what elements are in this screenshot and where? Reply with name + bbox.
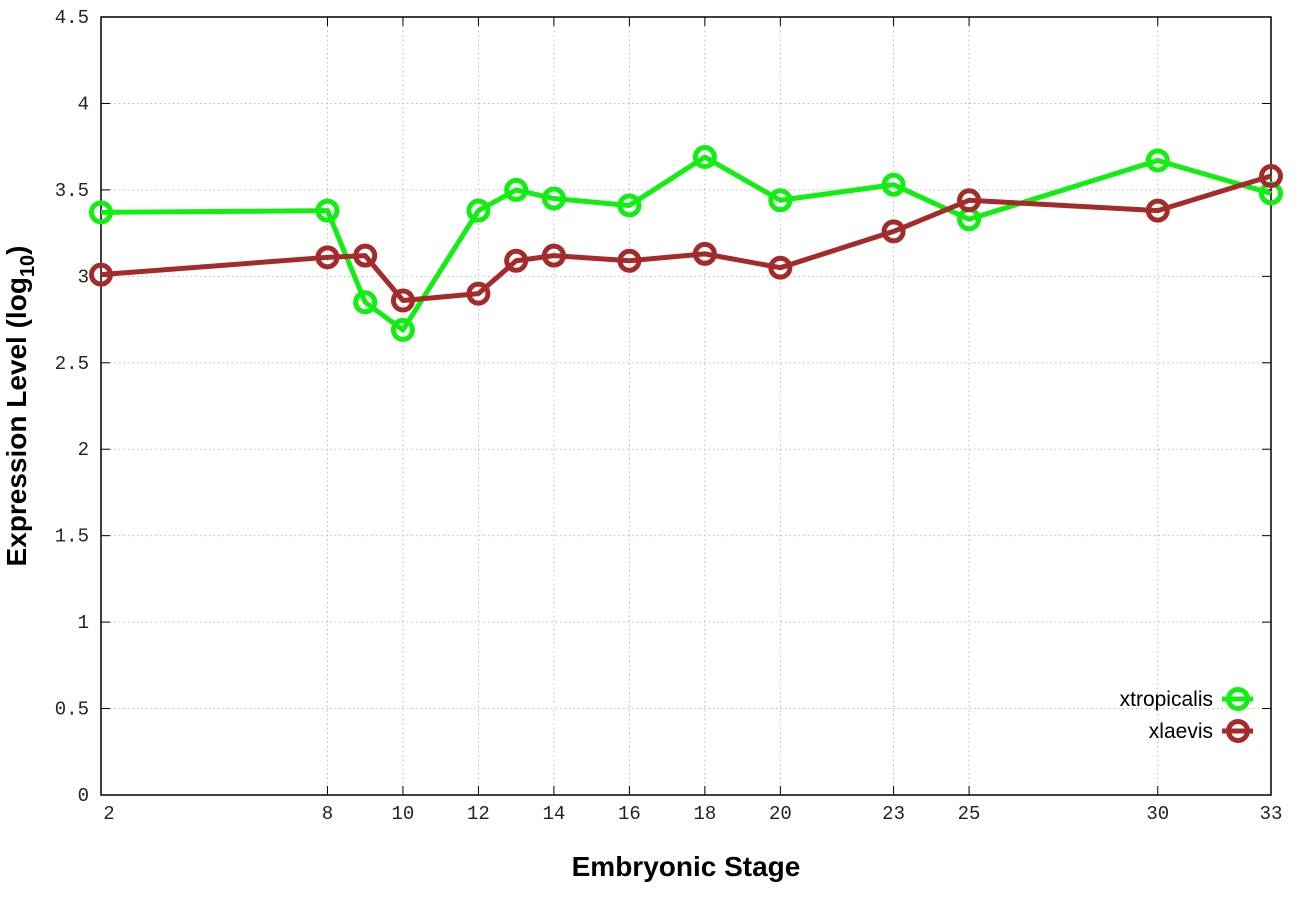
data-point-xlaevis (315, 245, 340, 270)
data-point-xlaevis (957, 188, 982, 213)
x-tick-label: 14 (542, 803, 565, 825)
data-point-xtropicalis (881, 172, 906, 197)
x-tick-label: 12 (467, 803, 490, 825)
y-tick-label: 4.5 (55, 7, 89, 29)
data-point-xtropicalis (466, 198, 491, 223)
data-point-xlaevis (617, 248, 642, 273)
y-tick-label: 4 (78, 93, 89, 115)
data-point-xtropicalis (617, 193, 642, 218)
y-tick-label: 2.5 (55, 353, 89, 375)
data-point-xtropicalis (390, 317, 415, 342)
y-axis-title-main: Expression Level (log (1, 277, 32, 566)
y-tick-label: 3.5 (55, 180, 89, 202)
legend: xtropicalis xlaevis (1120, 687, 1253, 743)
data-point-xlaevis (466, 281, 491, 306)
data-point-xtropicalis (315, 198, 340, 223)
data-point-xlaevis (353, 243, 378, 268)
legend-label: xlaevis (1149, 720, 1213, 743)
series-xtropicalis (89, 145, 1283, 342)
data-point-xlaevis (692, 241, 717, 266)
x-tick-label: 16 (618, 803, 641, 825)
series-line-xlaevis (100, 173, 1272, 304)
series-xlaevis (89, 164, 1283, 313)
data-point-xlaevis (881, 219, 906, 244)
data-point-xtropicalis (1145, 148, 1170, 173)
y-axis-title-sub: 10 (17, 255, 39, 277)
x-tick-label: 2 (103, 803, 114, 825)
y-tick-label: 3 (78, 266, 89, 288)
data-point-xlaevis (1259, 164, 1283, 189)
x-tick-label: 18 (693, 803, 716, 825)
data-point-xtropicalis (692, 145, 717, 170)
y-tick-label: 2 (78, 439, 89, 461)
x-tick-label: 20 (769, 803, 792, 825)
plot-frame (100, 16, 1272, 796)
data-point-xtropicalis (768, 188, 793, 213)
grid (101, 17, 1271, 795)
y-tick-label: 1.5 (55, 526, 89, 548)
y-axis-title-close: ) (1, 246, 32, 255)
data-point-xlaevis (768, 255, 793, 280)
x-tick-label: 8 (322, 803, 333, 825)
data-point-xtropicalis (541, 186, 566, 211)
data-point-xlaevis (541, 243, 566, 268)
data-point-xtropicalis (353, 290, 378, 315)
data-point-xlaevis (390, 288, 415, 313)
data-point-xlaevis (1145, 198, 1170, 223)
x-tick-label: 33 (1260, 803, 1283, 825)
legend-marker-xlaevis (1226, 719, 1250, 743)
x-tick-label: 25 (958, 803, 981, 825)
y-tick-label: 1 (78, 612, 89, 634)
data-point-xtropicalis (504, 177, 529, 202)
x-tick-label: 10 (392, 803, 415, 825)
data-point-xlaevis (504, 248, 529, 273)
x-axis-title: Embryonic Stage (572, 851, 801, 882)
series-layer (89, 145, 1283, 342)
legend-label: xtropicalis (1120, 688, 1213, 711)
y-axis-title: Expression Level (log10) (1, 246, 39, 567)
series-line-xtropicalis (100, 154, 1272, 333)
legend-marker-xtropicalis (1226, 687, 1250, 711)
x-tick-label: 23 (882, 803, 905, 825)
y-tick-label: 0.5 (55, 699, 89, 721)
data-point-xtropicalis (89, 200, 113, 225)
ticks: 0 0.5 1 1.5 2 2.5 3 3.5 4 4.5 2 8 10 12 14 16 18 20 23 25 30… (55, 7, 1283, 825)
x-tick-label: 30 (1146, 803, 1169, 825)
data-point-xlaevis (89, 262, 113, 287)
y-tick-label: 0 (78, 785, 89, 807)
